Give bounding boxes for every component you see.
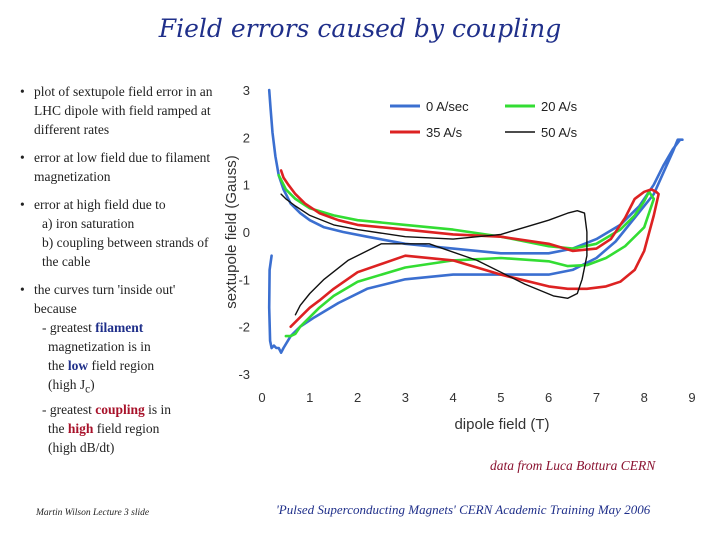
- bullet-high-field: error at high field due to a) iron satur…: [18, 195, 218, 271]
- text-fragment: field region: [88, 358, 155, 373]
- sextupole-chart: 0 1 2 3 4 5 6 7 8 9 3 2 1 0 -1 -2 -3 dipole field (T) sext…: [223, 83, 696, 433]
- legend-label: 50 A/s: [541, 125, 578, 140]
- x-tick-label: 1: [306, 390, 313, 405]
- text-fragment: the: [48, 358, 68, 373]
- emphasis-low: low: [67, 358, 89, 373]
- subscript-c: c: [85, 383, 91, 396]
- emphasis-high: high: [67, 420, 94, 436]
- y-tick-label: 3: [243, 83, 250, 98]
- x-tick-label: 3: [402, 390, 409, 405]
- bullet-iron-saturation: a) iron saturation: [42, 216, 135, 231]
- x-tick-label: 8: [641, 390, 648, 405]
- x-axis-label: dipole field (T): [454, 416, 549, 433]
- bullet-strand-coupling: b) coupling between strands of the cable: [42, 235, 209, 269]
- series-line-1: [277, 173, 656, 338]
- text-fragment: - greatest: [42, 320, 96, 335]
- line-coupling: - greatest coupling is in: [34, 400, 218, 419]
- data-credit: data from Luca Bottura CERN: [490, 458, 656, 473]
- chart-series: [267, 88, 684, 355]
- text-fragment: is in: [144, 401, 172, 417]
- bullet-low-field: error at low field due to filament magne…: [18, 148, 218, 186]
- x-tick-label: 5: [497, 390, 504, 405]
- bullet-list: plot of sextupole field error in an LHC …: [18, 82, 218, 466]
- series-line-2: [279, 169, 660, 328]
- text-fragment: - greatest: [42, 401, 96, 417]
- text-fragment: (high J: [48, 377, 86, 392]
- y-tick-label: 2: [243, 130, 250, 145]
- y-tick-label: -3: [238, 367, 250, 382]
- x-tick-label: 6: [545, 390, 552, 405]
- footer-right: 'Pulsed Superconducting Magnets' CERN Ac…: [276, 502, 651, 517]
- y-axis-label: sextupole field (Gauss): [223, 155, 240, 308]
- x-tick-label: 0: [258, 390, 265, 405]
- bullet-inside-out: the curves turn 'inside out' because - g…: [18, 280, 218, 457]
- line-high-jc: (high Jc): [34, 375, 218, 400]
- x-tick-label: 4: [449, 390, 456, 405]
- bullet-inside-out-text: the curves turn 'inside out' because: [34, 282, 176, 316]
- y-tick-label: 0: [243, 225, 250, 240]
- y-tick-label: 1: [243, 178, 250, 193]
- chart-axes: 0 1 2 3 4 5 6 7 8 9 3 2 1 0 -1 -2 -3 dipole field (T) sext…: [223, 83, 696, 433]
- bullet-plot-description: plot of sextupole field error in an LHC …: [18, 82, 218, 139]
- footer-left: Martin Wilson Lecture 3 slide: [36, 508, 150, 518]
- series-line-0: [267, 88, 684, 355]
- bullet-high-field-text: error at high field due to: [34, 197, 166, 212]
- legend-label: 20 A/s: [541, 99, 578, 114]
- legend-label: 0 A/sec: [426, 99, 469, 114]
- x-tick-label: 7: [593, 390, 600, 405]
- y-tick-label: -1: [238, 272, 250, 287]
- slide-title: Field errors caused by coupling: [158, 14, 562, 43]
- y-tick-label: -2: [238, 320, 250, 335]
- emphasis-filament: filament: [95, 320, 144, 335]
- line-low-field: the low field region: [34, 356, 218, 375]
- legend-label: 35 A/s: [426, 125, 463, 140]
- line-filament: - greatest filament: [34, 318, 218, 337]
- text-fragment: field region: [93, 420, 160, 436]
- x-tick-label: 2: [354, 390, 361, 405]
- text-fragment: the: [48, 420, 68, 436]
- line-high-dbdt: (high dB/dt): [48, 439, 115, 455]
- series-line-3: [280, 193, 588, 316]
- chart-legend: 0 A/sec 20 A/s 35 A/s 50 A/s: [390, 99, 578, 140]
- text-fragment: ): [90, 377, 95, 392]
- line-high-field: the high field region: [34, 419, 218, 438]
- line-magnetization: magnetization is in: [48, 339, 151, 354]
- x-tick-label: 9: [688, 390, 695, 405]
- emphasis-coupling: coupling: [95, 401, 145, 417]
